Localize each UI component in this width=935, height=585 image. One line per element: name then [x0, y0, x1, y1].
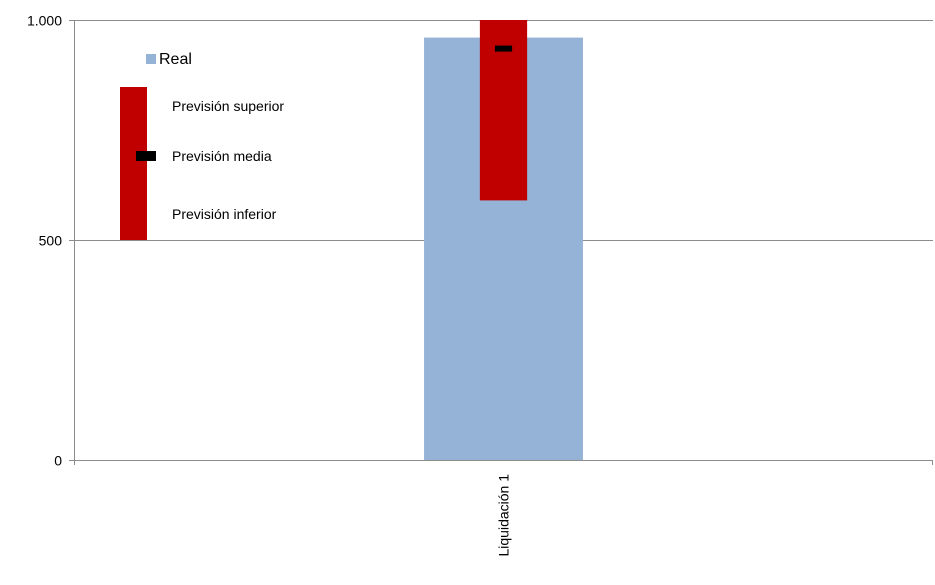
forecast-mean-marker: [494, 45, 513, 52]
legend-mean-label: Previsión media: [172, 148, 272, 164]
y-tick-label: 0: [54, 453, 62, 469]
legend-real-swatch: [146, 54, 156, 64]
legend-lower-label: Previsión inferior: [172, 206, 277, 222]
x-tick-label: Liquidación 1: [496, 474, 512, 557]
legend-forecast-range-swatch: [120, 87, 147, 240]
legend-real-label: Real: [159, 51, 192, 68]
legend: Real Previsión superior Previsión media …: [120, 51, 284, 240]
axis-layer: 0 500 1.000 Liquidación 1: [27, 13, 933, 557]
y-tick-label: 500: [39, 233, 63, 249]
legend-forecast-mean-swatch: [136, 151, 156, 161]
legend-upper-label: Previsión superior: [172, 98, 284, 114]
forecast-layer: [479, 20, 528, 201]
y-tick-label: 1.000: [27, 13, 62, 29]
